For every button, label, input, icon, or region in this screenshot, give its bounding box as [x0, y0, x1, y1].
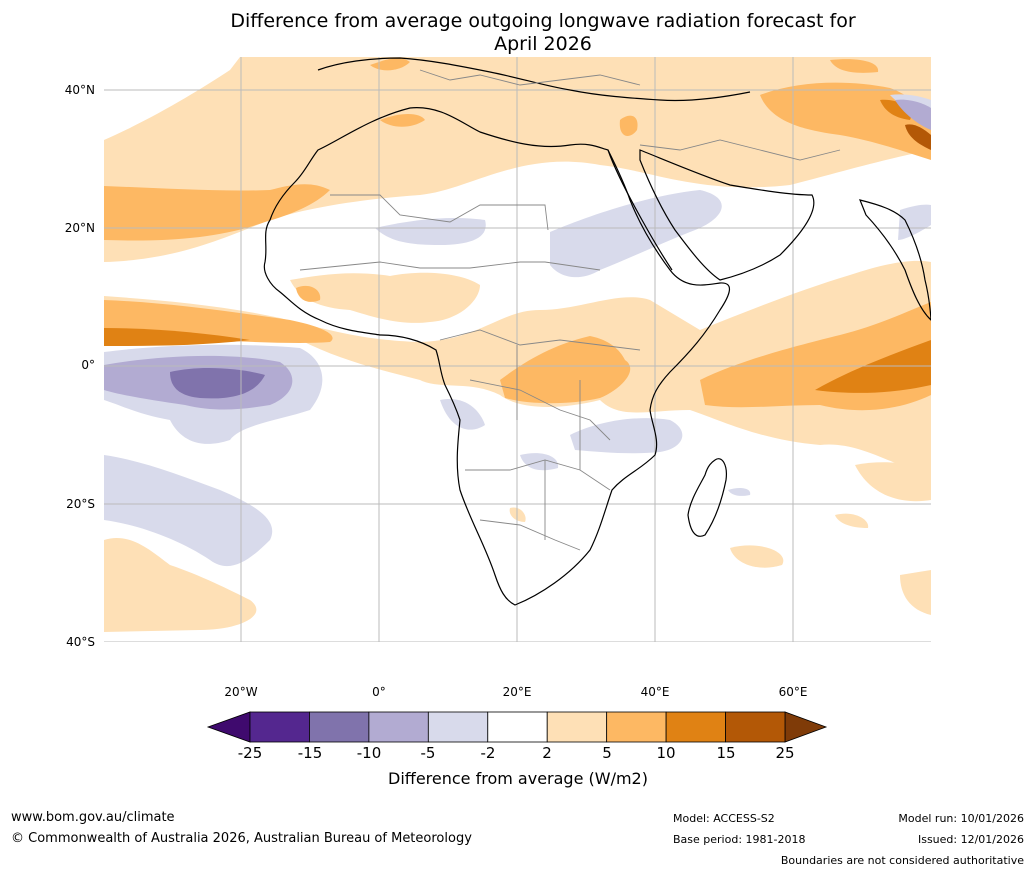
colorbar-tick: 5 — [602, 744, 612, 762]
footer-disclaimer: Boundaries are not considered authoritat… — [780, 854, 1024, 867]
colorbar-tick: 25 — [775, 744, 795, 762]
lon-label-0: 0° — [372, 685, 386, 699]
colorbar-tick: -25 — [237, 744, 263, 762]
lon-label-40e: 40°E — [640, 685, 670, 699]
colorbar-segment — [309, 711, 370, 743]
colorbar-extend-high — [784, 711, 828, 743]
colorbar-segment — [368, 711, 429, 743]
border-sahel — [299, 261, 601, 271]
colorbar-segment — [487, 711, 548, 743]
region-iran-strong — [905, 124, 931, 150]
colorbar-segment — [606, 711, 667, 743]
colorbar — [206, 711, 828, 743]
coastline-europe — [317, 57, 751, 102]
region-north-atlantic-20n — [104, 184, 330, 241]
region-south-indian-3 — [835, 513, 869, 528]
colorbar-segment — [665, 711, 726, 743]
lon-label-60e: 60°E — [778, 685, 808, 699]
lat-label-eq: 0° — [81, 358, 95, 372]
footer-base-period: Base period: 1981-2018 — [673, 833, 806, 846]
region-arabian-sea — [898, 204, 931, 240]
lat-label-40s: 40°S — [66, 635, 95, 649]
colorbar-label: Difference from average (W/m2) — [388, 769, 648, 788]
region-tropical-atlantic-core — [104, 328, 250, 346]
region-caspian — [830, 59, 879, 73]
region-southern-africa-patch — [509, 507, 526, 522]
lat-label-20s: 20°S — [66, 497, 95, 511]
region-mediterranean-2 — [380, 114, 425, 127]
colorbar-extend-low — [206, 711, 251, 743]
map-plot-area — [104, 57, 931, 642]
colorbar-tick: -2 — [480, 744, 496, 762]
footer-issued: Issued: 12/01/2026 — [917, 833, 1024, 846]
region-south-indian-4 — [900, 570, 931, 615]
border-south-africa — [479, 519, 581, 551]
coastline-africa — [263, 107, 730, 606]
coastlines — [263, 57, 931, 606]
colorbar-tick: -5 — [420, 744, 436, 762]
chart-title-line2: April 2026 — [494, 33, 592, 55]
coastline-red-sea — [607, 149, 673, 271]
country-borders — [299, 69, 841, 551]
colorbar-segment — [249, 711, 310, 743]
footer-copyright: © Commonwealth of Australia 2026, Austra… — [11, 831, 472, 846]
coastline-arabia — [639, 149, 815, 281]
region-congo-small — [440, 399, 485, 430]
colorbar-segment — [725, 711, 786, 743]
region-south-atlantic-band — [104, 455, 273, 567]
footer-website[interactable]: www.bom.gov.au/climate — [11, 810, 175, 825]
region-central-africa — [500, 336, 631, 404]
lat-label-20n: 20°N — [64, 221, 95, 235]
lon-label-20e: 20°E — [502, 685, 532, 699]
colorbar-tick: -10 — [356, 744, 382, 762]
colorbar-tick: 2 — [542, 744, 552, 762]
coastline-india — [859, 199, 931, 321]
lon-label-20w: 20°W — [224, 685, 258, 699]
border-congo — [469, 379, 611, 441]
colorbar-segment — [427, 711, 489, 743]
region-madagascar-east — [728, 487, 751, 496]
region-gulf-iran — [895, 99, 931, 130]
region-sahel-east-red-sea — [550, 190, 722, 278]
region-south-indian-1 — [730, 545, 784, 568]
region-south-indian-2 — [855, 462, 931, 502]
lat-label-40n: 40°N — [64, 83, 95, 97]
region-sahel-west — [375, 217, 486, 245]
border-central-africa — [439, 329, 641, 351]
chart-title: Difference from average outgoing longwav… — [0, 10, 1035, 56]
coastline-madagascar — [687, 458, 727, 537]
colorbar-tick: -15 — [297, 744, 323, 762]
region-west-africa-coast — [290, 272, 480, 323]
colorbar-tick: 15 — [716, 744, 736, 762]
border-north-africa — [330, 194, 549, 231]
region-south-atlantic — [104, 538, 257, 632]
colorbar-segments — [249, 711, 786, 743]
border-middle-east — [639, 139, 841, 161]
border-meridional — [516, 345, 581, 540]
region-levant — [619, 115, 638, 136]
region-west-africa-small — [296, 285, 321, 302]
colorbar-tick: 10 — [656, 744, 676, 762]
region-mediterranean-1 — [370, 58, 410, 71]
footer-model-run: Model run: 10/01/2026 — [898, 812, 1024, 825]
footer-model: Model: ACCESS-S2 — [673, 812, 775, 825]
chart-title-line1: Difference from average outgoing longwav… — [230, 10, 856, 32]
anomaly-15-to-25 — [905, 124, 931, 150]
colorbar-segment — [546, 711, 608, 743]
border-europe — [419, 69, 641, 86]
graticule — [104, 57, 931, 642]
